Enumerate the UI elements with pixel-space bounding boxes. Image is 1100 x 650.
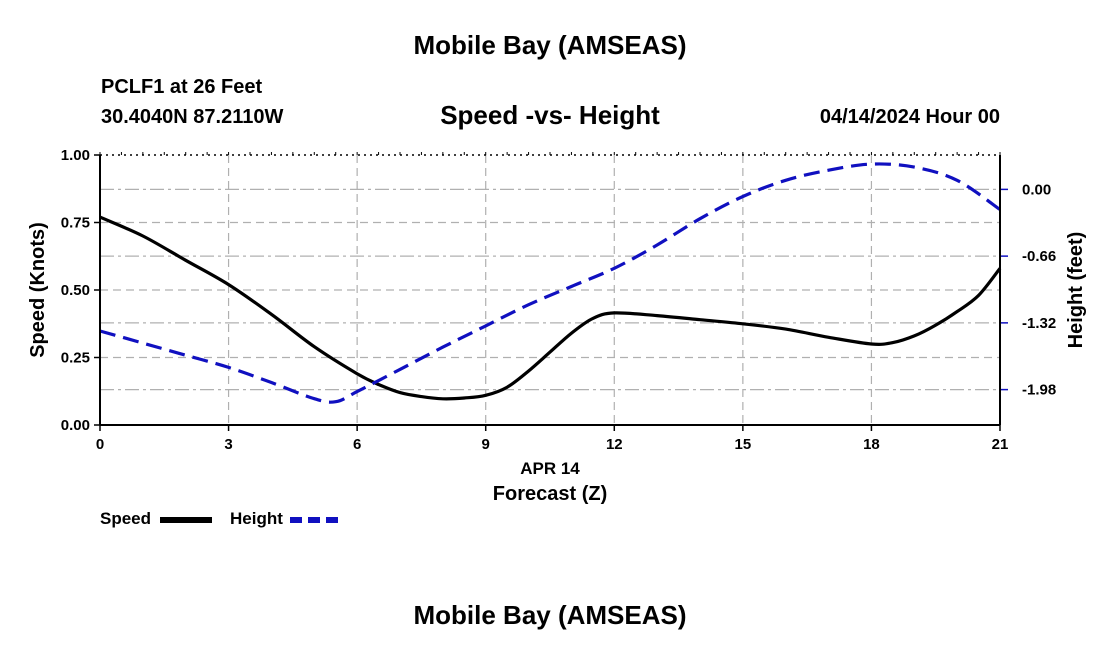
- legend-height-label: Height: [230, 509, 283, 528]
- y2-tick-label: 0.00: [1022, 181, 1051, 198]
- chart-subtitle: Speed -vs- Height: [440, 100, 660, 130]
- x-tick-label: 3: [224, 436, 232, 453]
- station-label: PCLF1 at 26 Feet: [101, 76, 263, 98]
- grid: [100, 155, 1000, 425]
- footer-title: Mobile Bay (AMSEAS): [413, 600, 687, 630]
- legend-speed-label: Speed: [100, 509, 152, 528]
- speed-series-line: [99, 215, 1002, 401]
- y2-axis-label: Height (feet): [1065, 232, 1087, 349]
- x-tick-label: 18: [863, 436, 880, 453]
- x-axis-label: Forecast (Z): [493, 483, 607, 505]
- y-axis-label: Speed (Knots): [27, 222, 49, 358]
- height-series-line: [99, 162, 1001, 404]
- y-tick-label: 0.25: [61, 350, 90, 367]
- y-tick-label: 0.00: [61, 417, 90, 434]
- coordinates-label: 30.4040N 87.2110W: [101, 106, 284, 128]
- x-tick-label: 12: [606, 436, 623, 453]
- series-layer: [99, 162, 1002, 404]
- x-tick-label: 0: [96, 436, 104, 453]
- x-tick-label: 15: [735, 436, 752, 453]
- axes: 0 3 6 9 12 15 18 21 0.00 0.25 0.50 0.75 1.00 0.00 -0.6…: [61, 147, 1056, 453]
- x-tick-label: 9: [482, 436, 490, 453]
- y2-tick-label: -1.32: [1022, 315, 1056, 332]
- y-tick-label: 0.50: [61, 282, 90, 299]
- x-tick-label: 21: [992, 436, 1009, 453]
- y2-tick-label: -1.98: [1022, 382, 1056, 399]
- chart-title: Mobile Bay (AMSEAS): [413, 30, 687, 60]
- y2-tick-label: -0.66: [1022, 248, 1056, 265]
- x-axis-date-label: APR 14: [520, 459, 580, 478]
- run-time-label: 04/14/2024 Hour 00: [819, 106, 1000, 128]
- y-tick-label: 1.00: [61, 147, 90, 164]
- x-tick-label: 6: [353, 436, 361, 453]
- y-tick-label: 0.75: [61, 215, 90, 232]
